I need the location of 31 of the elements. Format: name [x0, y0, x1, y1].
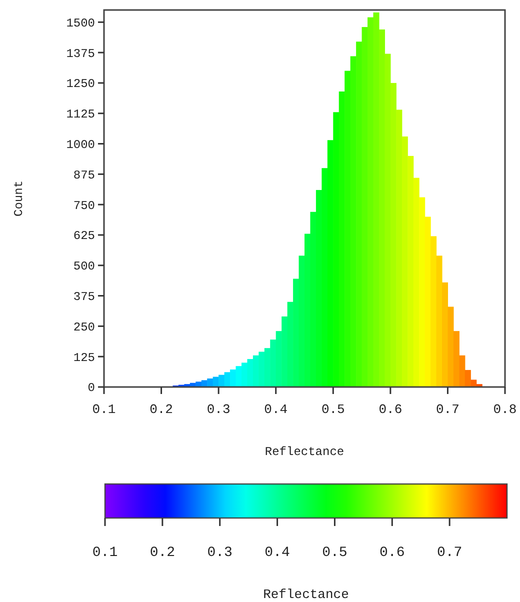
color-bar-label: 0.1	[92, 545, 118, 561]
y-tick-label: 1125	[66, 108, 95, 122]
y-tick-label: 625	[73, 229, 95, 244]
color-bar-label: 0.2	[150, 545, 176, 561]
x-tick-label: 0.5	[321, 402, 345, 417]
x-tick-label: 0.1	[92, 402, 116, 417]
y-tick-label: 1375	[66, 46, 95, 61]
y-tick-label: 125	[73, 350, 95, 365]
y-axis-title: Count	[12, 180, 26, 217]
x-tick-label: 0.2	[150, 402, 173, 417]
color-bar-label: 0.3	[207, 545, 232, 561]
y-tick-label: 1000	[66, 138, 95, 152]
color-bar-label: 0.6	[380, 545, 405, 561]
x-tick-label: 0.6	[378, 402, 402, 417]
x-tick-label: 0.8	[493, 402, 517, 417]
y-tick-label: 1500	[66, 16, 95, 30]
y-tick-label: 1250	[66, 77, 95, 92]
y-tick-label: 375	[73, 290, 95, 304]
x-tick-label: 0.4	[264, 402, 288, 417]
color-bar-label: 0.5	[322, 545, 348, 561]
y-tick-label: 750	[73, 198, 95, 213]
y-tick-label: 875	[73, 168, 95, 182]
color-bar-label: 0.7	[436, 545, 462, 561]
x-axis-title: Reflectance	[264, 445, 344, 459]
x-tick-label: 0.3	[206, 402, 230, 417]
color-bar-title: Reflectance	[263, 587, 349, 602]
x-tick-label: 0.7	[436, 402, 460, 417]
y-tick-label: 500	[73, 260, 95, 274]
y-tick-label: 0	[88, 381, 95, 396]
color-bar-label: 0.4	[264, 545, 290, 561]
y-tick-label: 250	[73, 320, 95, 334]
